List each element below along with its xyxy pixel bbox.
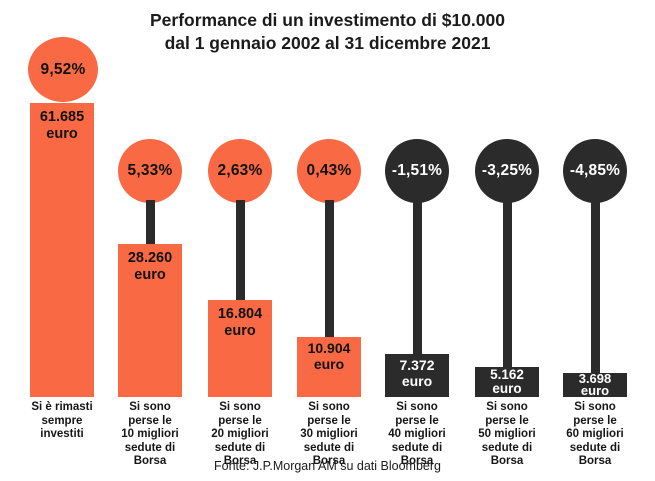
value-label: 7.372 euro <box>399 357 435 389</box>
connector-stem <box>236 200 245 300</box>
value-label: 16.804 euro <box>217 306 263 339</box>
category-label: Si sono perse le 40 migliori sedute di B… <box>388 401 446 467</box>
value-bar: 28.260 euro <box>118 244 182 397</box>
category-label: Si sono perse le 10 migliori sedute di B… <box>121 401 179 467</box>
percent-bubble: 2,63% <box>208 139 272 203</box>
percent-bubble: -4,85% <box>563 139 627 203</box>
value-label: 28.260 euro <box>127 250 173 283</box>
chart-title-line2: dal 1 gennaio 2002 al 31 dicembre 2021 <box>164 33 491 53</box>
value-label: 61.685 euro <box>39 109 85 142</box>
category-label: Si sono perse le 30 migliori sedute di B… <box>300 401 358 467</box>
connector-stem <box>591 200 600 373</box>
chart-title: Performance di un investimento di $10.00… <box>0 9 655 55</box>
value-bar: 61.685 euro <box>30 103 94 397</box>
source-note: Fonte: J.P.Morgan AM su dati Bloomberg <box>214 459 441 473</box>
value-bar: 5.162 euro <box>475 367 539 397</box>
value-bar: 3.698 euro <box>563 371 627 398</box>
percent-bubble: 9,52% <box>28 37 98 102</box>
value-bar: 7.372 euro <box>385 354 449 397</box>
percent-label: 5,33% <box>127 162 173 179</box>
percent-label: 0,43% <box>306 162 352 179</box>
percent-label: 2,63% <box>217 162 263 179</box>
value-label: 10.904 euro <box>307 340 351 372</box>
category-label: Si sono perse le 20 migliori sedute di B… <box>211 401 269 467</box>
category-label: Si è rimasti sempre investiti <box>31 401 93 440</box>
value-label: 3.698 euro <box>578 371 612 398</box>
percent-label: -1,51% <box>391 162 443 179</box>
percent-label: -3,25% <box>481 162 533 179</box>
value-bar: 10.904 euro <box>297 337 361 397</box>
percent-label: -4,85% <box>569 162 621 179</box>
category-label: Si sono perse le 50 migliori sedute di B… <box>478 401 536 467</box>
category-label: Si sono perse le 60 migliori sedute di B… <box>566 401 624 467</box>
percent-bubble: 5,33% <box>118 139 182 203</box>
percent-label: 9,52% <box>40 60 86 78</box>
connector-stem <box>146 200 155 244</box>
connector-stem <box>503 200 512 367</box>
connector-stem <box>325 200 334 337</box>
chart-title-line1: Performance di un investimento di $10.00… <box>150 10 505 30</box>
percent-bubble: -3,25% <box>475 139 539 203</box>
percent-bubble: -1,51% <box>385 139 449 203</box>
value-bar: 16.804 euro <box>208 300 272 397</box>
connector-stem <box>413 200 422 354</box>
percent-bubble: 0,43% <box>297 139 361 203</box>
value-label: 5.162 euro <box>490 367 524 396</box>
